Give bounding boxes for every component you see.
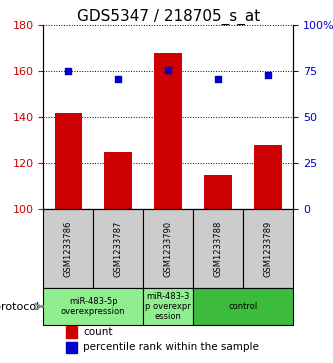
Text: GSM1233790: GSM1233790 xyxy=(164,220,173,277)
Bar xyxy=(155,53,182,209)
Text: GSM1233789: GSM1233789 xyxy=(263,220,273,277)
Bar xyxy=(66,342,77,353)
Bar xyxy=(143,209,193,288)
Text: GSM1233787: GSM1233787 xyxy=(114,220,123,277)
Text: miR-483-3
p overexpr
ession: miR-483-3 p overexpr ession xyxy=(145,291,191,321)
Bar xyxy=(43,209,93,288)
Bar xyxy=(254,145,282,209)
Text: miR-483-5p
overexpression: miR-483-5p overexpression xyxy=(61,297,126,316)
Text: count: count xyxy=(83,327,113,337)
Bar xyxy=(204,175,232,209)
Title: GDS5347 / 218705_s_at: GDS5347 / 218705_s_at xyxy=(77,9,260,25)
Text: control: control xyxy=(228,302,258,311)
Bar xyxy=(93,209,143,288)
Text: GSM1233788: GSM1233788 xyxy=(213,220,223,277)
Bar xyxy=(243,209,293,288)
Bar xyxy=(66,326,77,338)
Point xyxy=(66,69,71,74)
Bar xyxy=(55,113,82,209)
Text: GSM1233786: GSM1233786 xyxy=(64,220,73,277)
Bar xyxy=(193,209,243,288)
Point xyxy=(166,66,171,72)
Point xyxy=(265,72,271,78)
Text: percentile rank within the sample: percentile rank within the sample xyxy=(83,342,259,352)
Bar xyxy=(43,288,143,325)
Text: protocol: protocol xyxy=(0,302,39,311)
Point xyxy=(215,76,221,82)
Bar xyxy=(105,152,132,209)
Bar xyxy=(143,288,193,325)
Bar xyxy=(193,288,293,325)
Point xyxy=(116,76,121,82)
